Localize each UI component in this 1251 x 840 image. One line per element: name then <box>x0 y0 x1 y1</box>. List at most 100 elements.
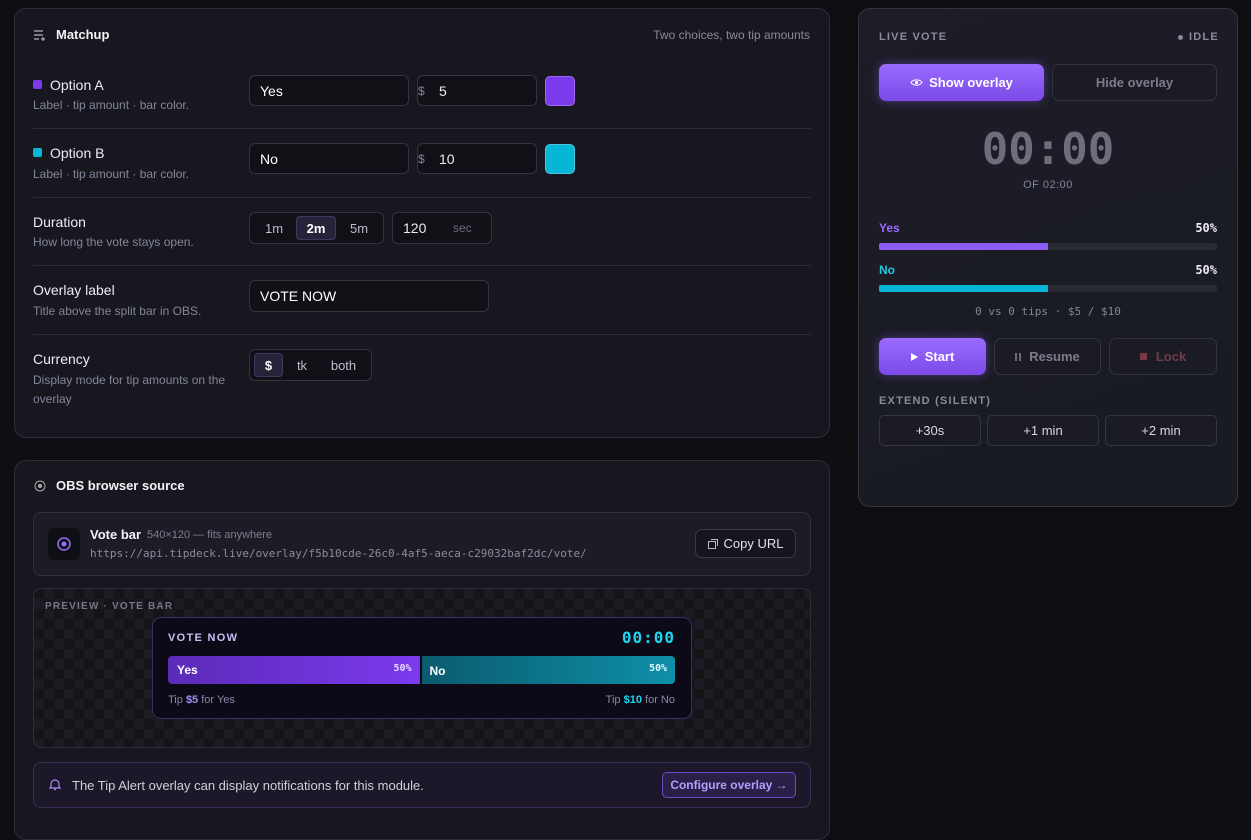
split-bar: Yes 50% No 50% <box>168 656 675 684</box>
status: IDLE <box>1189 31 1219 43</box>
start-button[interactable]: Start <box>879 338 986 375</box>
alert-text: The Tip Alert overlay can display notifi… <box>72 778 424 793</box>
row-label: Overlay label <box>33 282 115 298</box>
seconds-value: 120 <box>403 220 427 236</box>
show-overlay-button[interactable]: Show overlay <box>879 64 1044 101</box>
play-icon <box>910 352 918 361</box>
stop-icon <box>1139 353 1147 360</box>
row-description: Label · tip amount · bar color. <box>33 167 190 181</box>
segment-name: No <box>429 664 446 678</box>
divider <box>33 265 811 266</box>
panel-title: OBS browser source <box>56 478 185 493</box>
result-share: 50% <box>1195 263 1217 277</box>
amount-value: 10 <box>439 151 455 167</box>
color-dot <box>33 148 42 157</box>
amount-value: 5 <box>439 83 447 99</box>
row-description: Title above the split bar in OBS. <box>33 304 202 318</box>
tip-suffix: for No <box>645 694 675 706</box>
row-description: How long the vote stays open. <box>33 235 194 249</box>
divider <box>33 197 811 198</box>
seconds-input[interactable] <box>392 212 492 244</box>
currency-prefix: $ <box>418 84 425 98</box>
lock-button[interactable]: Lock <box>1109 338 1217 375</box>
tip-amount: $5 <box>185 694 199 706</box>
button-text: Start <box>924 349 955 364</box>
source-name: Vote bar <box>90 527 142 542</box>
color-swatch[interactable] <box>545 144 575 174</box>
preview-caption: PREVIEW · VOTE BAR <box>45 601 174 612</box>
label-input[interactable]: No <box>249 143 409 174</box>
split-bar-a: Yes 50% <box>168 656 422 684</box>
tip-amount: $10 <box>623 694 642 706</box>
eye-icon <box>910 79 923 86</box>
result-track <box>879 243 1217 250</box>
resume-button[interactable]: Resume <box>994 338 1101 375</box>
copy-url-button[interactable]: Copy URL <box>695 529 796 558</box>
label-input[interactable]: Yes <box>249 75 409 106</box>
status-dot <box>1178 35 1183 40</box>
button-text: Resume <box>1029 349 1080 364</box>
extend-button[interactable]: +30s <box>879 415 981 446</box>
tip-suffix: for Yes <box>201 694 235 706</box>
extend-button[interactable]: +2 min <box>1105 415 1217 446</box>
configure-overlay-button[interactable]: Configure overlay → <box>662 772 796 798</box>
source-card <box>33 512 811 576</box>
row-label: Option B <box>50 145 105 161</box>
result-track <box>879 285 1217 292</box>
countdown-total: OF 02:00 <box>1023 179 1073 191</box>
overlay-title: VOTE NOW <box>168 632 239 644</box>
amount-input[interactable] <box>417 143 537 174</box>
segment-name: Yes <box>177 663 198 677</box>
mode-button[interactable]: $ <box>254 353 283 377</box>
button-text: Copy URL <box>723 536 784 551</box>
overlay-label-input[interactable]: VOTE NOW <box>249 280 489 312</box>
result-share: 50% <box>1195 221 1217 235</box>
result-bar <box>879 285 1048 292</box>
segment-share: 50% <box>393 663 412 674</box>
overlay-timer: 00:00 <box>621 628 675 647</box>
list-icon <box>34 30 45 41</box>
color-swatch[interactable] <box>545 76 575 106</box>
tip-hint: Tip $5 for Yes <box>168 694 235 706</box>
segment-share: 50% <box>648 663 667 674</box>
divider <box>33 334 811 335</box>
extend-caption: EXTEND (SILENT) <box>879 395 992 407</box>
preset-button[interactable]: 2m <box>296 216 336 240</box>
panel-caption: LIVE VOTE <box>879 31 948 43</box>
copy-icon <box>707 538 718 549</box>
extend-button[interactable]: +1 min <box>987 415 1099 446</box>
row-label: Currency <box>33 351 90 367</box>
tip-prefix: Tip <box>168 694 183 706</box>
panel-title: Matchup <box>56 27 110 42</box>
color-dot <box>33 80 42 89</box>
divider <box>33 128 811 129</box>
source-icon <box>34 480 46 492</box>
mode-button[interactable]: tk <box>296 357 308 373</box>
row-label: Duration <box>33 214 86 230</box>
currency-prefix: $ <box>418 152 425 166</box>
split-bar-b: No 50% <box>421 656 675 684</box>
source-size: 540×120 — fits anywhere <box>147 529 273 541</box>
source-url: https://api.tipdeck.live/overlay/f5b10cd… <box>90 547 587 560</box>
seconds-unit: sec <box>453 221 472 235</box>
bell-icon <box>49 779 61 791</box>
tip-hint: Tip $10 for No <box>606 694 675 706</box>
mode-button[interactable]: both <box>330 357 357 373</box>
result-bar <box>879 243 1048 250</box>
button-text: Show overlay <box>929 75 1013 90</box>
result-name: Yes <box>879 221 900 235</box>
preset-button[interactable]: 5m <box>349 220 369 236</box>
result-name: No <box>879 263 895 277</box>
pause-icon <box>1015 352 1022 361</box>
row-description: Label · tip amount · bar color. <box>33 98 190 112</box>
countdown: 00:00 <box>981 124 1115 175</box>
amount-input[interactable] <box>417 75 537 106</box>
panel-hint: Two choices, two tip amounts <box>653 28 810 42</box>
target-icon <box>57 537 71 551</box>
row-label: Option A <box>50 77 104 93</box>
preset-button[interactable]: 1m <box>264 220 284 236</box>
tip-summary: 0 vs 0 tips · $5 / $10 <box>975 305 1121 318</box>
hide-overlay-button[interactable]: Hide overlay <box>1052 64 1217 101</box>
tip-prefix: Tip <box>605 694 621 706</box>
